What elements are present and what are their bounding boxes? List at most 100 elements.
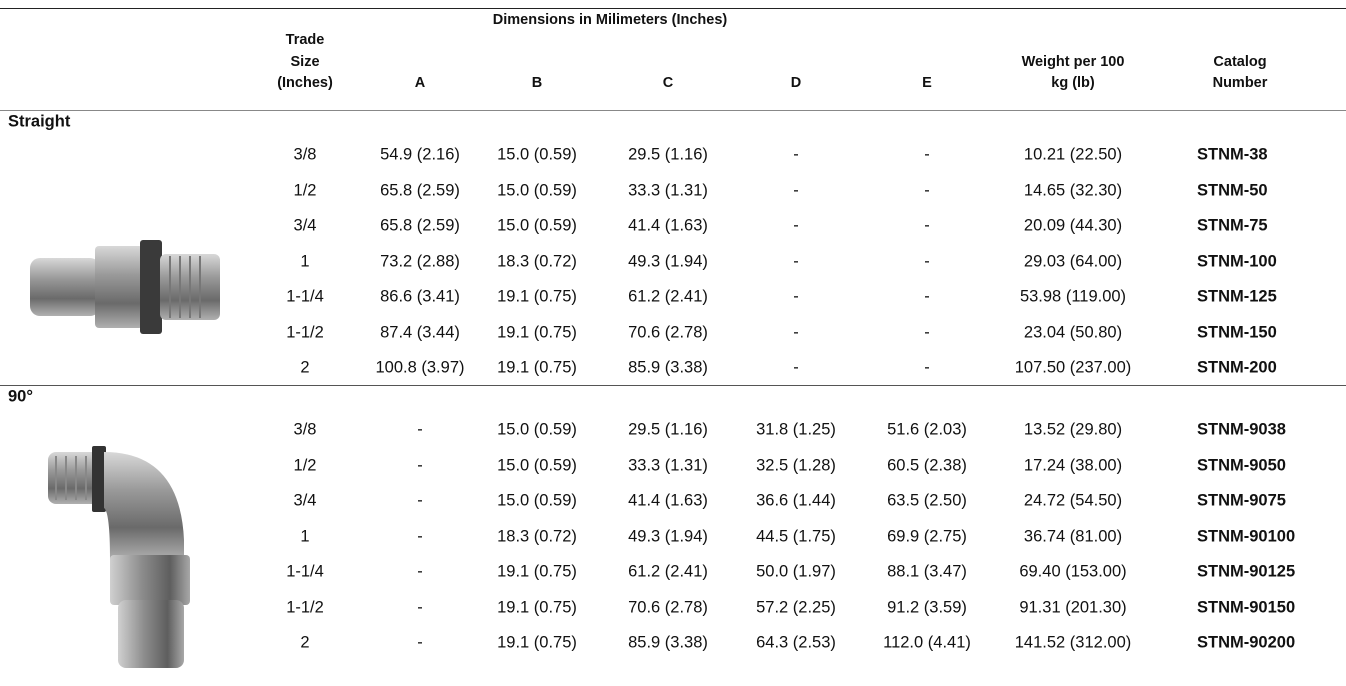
cell: 65.8 (2.59) <box>380 181 460 199</box>
cell: 10.21 (22.50) <box>1023 145 1123 164</box>
cell: - <box>793 181 799 199</box>
catalog-number: STNM-38 <box>1197 145 1268 164</box>
straight-fitting-image <box>30 240 220 334</box>
cell: 15.0 (0.59) <box>497 145 577 164</box>
cell: - <box>417 456 423 474</box>
cell: 23.04 (50.80) <box>1023 323 1123 341</box>
cell: 87.4 (3.44) <box>380 323 460 341</box>
cell: 41.4 (1.63) <box>628 216 708 235</box>
cell: 1-1/4 <box>286 562 324 581</box>
cell: 61.2 (2.41) <box>628 562 708 581</box>
cell: 49.3 (1.94) <box>628 252 708 270</box>
catalog-number: STNM-9038 <box>1197 420 1286 439</box>
cell: 29.5 (1.16) <box>628 420 708 439</box>
header-catalog: Number <box>1212 75 1268 91</box>
header-column: B <box>531 75 543 91</box>
cell: 64.3 (2.53) <box>756 633 836 652</box>
cell: 51.6 (2.03) <box>887 420 967 439</box>
header-dimensions: Dimensions in Milimeters (Inches) <box>492 12 728 28</box>
cell: 33.3 (1.31) <box>628 181 708 199</box>
cell: 100.8 (3.97) <box>375 358 465 377</box>
cell: - <box>924 323 930 341</box>
section-title: Straight <box>8 112 71 131</box>
header-trade-size: Size <box>290 53 320 70</box>
header-rule <box>0 110 1346 111</box>
cell: 36.74 (81.00) <box>1023 527 1123 545</box>
cell: - <box>417 527 423 545</box>
cell: 69.9 (2.75) <box>887 527 967 545</box>
cell: 3/8 <box>293 420 317 439</box>
cell: 41.4 (1.63) <box>628 491 708 510</box>
header-trade-size: (Inches) <box>277 75 333 91</box>
cell: 19.1 (0.75) <box>497 562 577 581</box>
catalog-number: STNM-90125 <box>1197 562 1296 581</box>
cell: 86.6 (3.41) <box>380 287 460 306</box>
cell: 73.2 (2.88) <box>380 252 460 270</box>
cell: 91.2 (3.59) <box>887 598 967 616</box>
cell: - <box>793 287 799 306</box>
cell: - <box>417 562 423 581</box>
cell: 2 <box>300 633 310 652</box>
cell: - <box>924 287 930 306</box>
cell: 19.1 (0.75) <box>497 598 577 616</box>
cell: 1-1/4 <box>286 287 324 306</box>
cell: 69.40 (153.00) <box>1019 562 1127 581</box>
cell: - <box>793 145 799 164</box>
cell: 15.0 (0.59) <box>497 491 577 510</box>
header-trade-size: Trade <box>285 32 325 48</box>
cell: 15.0 (0.59) <box>497 456 577 474</box>
header-catalog: Catalog <box>1213 53 1267 70</box>
catalog-number: STNM-100 <box>1197 252 1277 270</box>
cell: 57.2 (2.25) <box>756 598 836 616</box>
cell: 19.1 (0.75) <box>497 323 577 341</box>
cell: 91.31 (201.30) <box>1019 598 1127 616</box>
cell: - <box>417 420 423 439</box>
cell: 19.1 (0.75) <box>497 633 577 652</box>
catalog-number: STNM-90200 <box>1197 633 1296 652</box>
cell: 36.6 (1.44) <box>756 491 836 510</box>
cell: 141.52 (312.00) <box>1014 633 1132 652</box>
cell: - <box>924 181 930 199</box>
elbow-fitting-image <box>48 446 190 668</box>
cell: 1/2 <box>293 181 317 199</box>
cell: 31.8 (1.25) <box>756 420 836 439</box>
cell: 70.6 (2.78) <box>628 323 708 341</box>
header-column: C <box>662 75 674 91</box>
cell: 1-1/2 <box>286 323 324 341</box>
cell: - <box>417 491 423 510</box>
header-weight: kg (lb) <box>1051 75 1095 91</box>
catalog-number: STNM-150 <box>1197 323 1277 341</box>
catalog-number: STNM-75 <box>1197 216 1268 235</box>
section-rule <box>0 385 1346 386</box>
cell: - <box>924 145 930 164</box>
cell: 3/4 <box>293 216 317 235</box>
cell: - <box>924 216 930 235</box>
cell: 15.0 (0.59) <box>497 420 577 439</box>
catalog-number: STNM-90100 <box>1197 527 1296 545</box>
cell: 44.5 (1.75) <box>756 527 836 545</box>
catalog-number: STNM-9050 <box>1197 456 1286 474</box>
cell: 20.09 (44.30) <box>1023 216 1123 235</box>
cell: - <box>793 323 799 341</box>
cell: 88.1 (3.47) <box>887 562 967 581</box>
cell: 63.5 (2.50) <box>887 491 967 510</box>
cell: - <box>924 252 930 270</box>
header-weight: Weight per 100 <box>1021 53 1125 70</box>
cell: - <box>924 358 930 377</box>
cell: - <box>793 216 799 235</box>
cell: 85.9 (3.38) <box>628 358 708 377</box>
cell: 19.1 (0.75) <box>497 358 577 377</box>
cell: 18.3 (0.72) <box>497 527 577 545</box>
cell: 13.52 (29.80) <box>1023 420 1123 439</box>
cell: 29.03 (64.00) <box>1023 252 1123 270</box>
section-title: 90° <box>8 387 33 406</box>
cell: 29.5 (1.16) <box>628 145 708 164</box>
catalog-number: STNM-125 <box>1197 287 1277 306</box>
cell: 50.0 (1.97) <box>756 562 836 581</box>
cell: 14.65 (32.30) <box>1023 181 1123 199</box>
cell: 33.3 (1.31) <box>628 456 708 474</box>
cell: 1 <box>300 527 310 545</box>
cell: 65.8 (2.59) <box>380 216 460 235</box>
cell: - <box>417 633 423 652</box>
